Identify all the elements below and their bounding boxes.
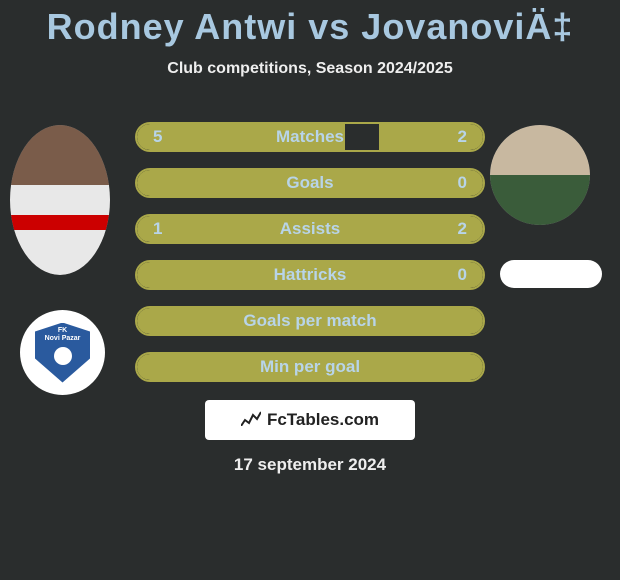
stat-row: Hattricks0 bbox=[135, 260, 485, 290]
stat-label: Matches bbox=[137, 127, 483, 147]
footer-brand-text: FcTables.com bbox=[267, 410, 379, 430]
player-right-avatar bbox=[490, 125, 590, 225]
stat-label: Hattricks bbox=[137, 265, 483, 285]
stat-row: 1Assists2 bbox=[135, 214, 485, 244]
stat-value-right: 2 bbox=[458, 219, 467, 239]
stat-value-right: 0 bbox=[458, 265, 467, 285]
crest-text-2: Novi Pazar bbox=[45, 335, 81, 343]
stat-row: Min per goal bbox=[135, 352, 485, 382]
right-placeholder-pill bbox=[500, 260, 602, 288]
crest-text-1: FK bbox=[58, 327, 67, 335]
footer-date: 17 september 2024 bbox=[0, 455, 620, 475]
avatar-placeholder bbox=[490, 125, 590, 225]
chart-icon bbox=[241, 410, 261, 431]
stat-row: Goals0 bbox=[135, 168, 485, 198]
avatar-placeholder bbox=[10, 125, 110, 275]
stat-label: Min per goal bbox=[137, 357, 483, 377]
stat-row: 5Matches2 bbox=[135, 122, 485, 152]
stat-value-right: 2 bbox=[458, 127, 467, 147]
stat-label: Assists bbox=[137, 219, 483, 239]
crest-shield-icon: FK Novi Pazar bbox=[35, 323, 90, 383]
stat-label: Goals per match bbox=[137, 311, 483, 331]
crest-ball-icon bbox=[54, 347, 72, 365]
stat-label: Goals bbox=[137, 173, 483, 193]
stats-container: 5Matches2Goals01Assists2Hattricks0Goals … bbox=[135, 122, 485, 398]
stat-row: Goals per match bbox=[135, 306, 485, 336]
stat-value-right: 0 bbox=[458, 173, 467, 193]
subtitle: Club competitions, Season 2024/2025 bbox=[0, 60, 620, 78]
footer-brand: FcTables.com bbox=[205, 400, 415, 440]
player-left-avatar bbox=[10, 125, 110, 275]
page-title: Rodney Antwi vs JovanoviÄ‡ bbox=[0, 0, 620, 48]
club-crest: FK Novi Pazar bbox=[20, 310, 105, 395]
